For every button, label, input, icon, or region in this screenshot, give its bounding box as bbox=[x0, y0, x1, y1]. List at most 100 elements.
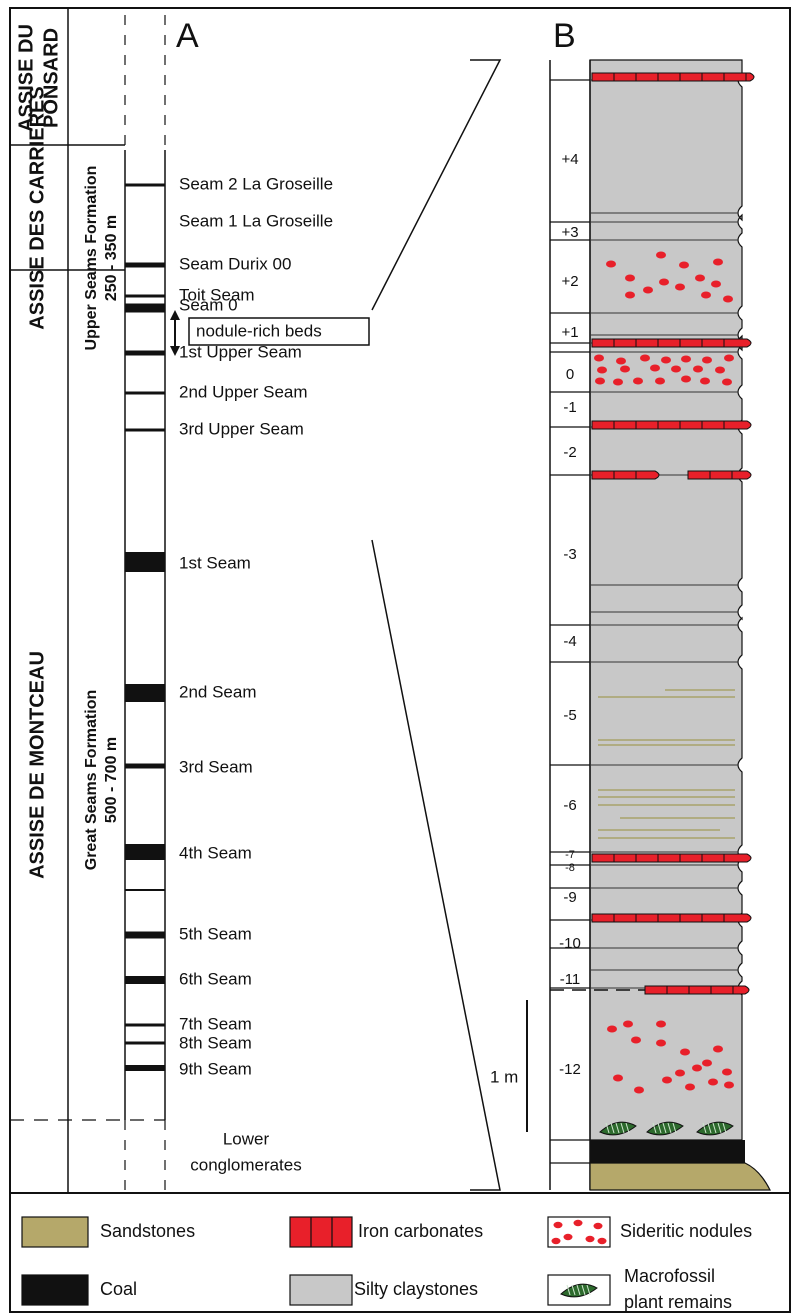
figure: A ASSISE DU PONSARD ASSISE DES CARRIERES… bbox=[0, 0, 796, 1316]
seam-label: 6th Seam bbox=[179, 969, 252, 988]
legend-label: Iron carbonates bbox=[358, 1221, 483, 1241]
bed-label: -10 bbox=[559, 935, 581, 952]
nodule bbox=[598, 1238, 607, 1244]
nodule bbox=[724, 1082, 734, 1089]
scale-label: 1 m bbox=[490, 1067, 518, 1086]
seam-label: 7th Seam bbox=[179, 1014, 252, 1033]
nodule bbox=[695, 275, 705, 282]
nodule bbox=[713, 1046, 723, 1053]
nodule bbox=[606, 261, 616, 268]
bed-label: -5 bbox=[563, 707, 576, 724]
assise-label: ASSISE DES CARRIERES bbox=[26, 86, 48, 329]
nodule bbox=[722, 379, 732, 386]
legend-swatch bbox=[22, 1275, 88, 1305]
nodule bbox=[702, 357, 712, 364]
seam-bar bbox=[125, 263, 165, 268]
iron-band bbox=[592, 73, 754, 81]
assise-label: ASSISE DE MONTCEAU bbox=[26, 651, 48, 879]
coal bbox=[590, 1140, 745, 1163]
section-column: +4+3+2+10-1-2-3-4-5-6-7-8-9-10-11-12 bbox=[550, 60, 770, 1190]
formation-name: Upper Seams Formation bbox=[83, 166, 100, 351]
nodule bbox=[711, 281, 721, 288]
legend-swatch bbox=[290, 1217, 352, 1247]
seam-bar bbox=[125, 304, 165, 313]
legend-label: plant remains bbox=[624, 1292, 732, 1312]
nodule bbox=[685, 1084, 695, 1091]
nodule bbox=[662, 1077, 672, 1084]
seam-bar bbox=[125, 764, 165, 769]
seam-label: 3rd Upper Seam bbox=[179, 419, 304, 438]
nodule bbox=[708, 1079, 718, 1086]
nodule bbox=[613, 379, 623, 386]
iron-band bbox=[592, 339, 751, 347]
nodule bbox=[680, 1049, 690, 1056]
nodule bbox=[634, 1087, 644, 1094]
nodule bbox=[671, 366, 681, 373]
nodule bbox=[675, 284, 685, 291]
bed-label: +1 bbox=[561, 324, 578, 341]
nodule bbox=[594, 355, 604, 362]
seam-label: Seam 1 La Groseille bbox=[179, 211, 333, 230]
nodule bbox=[715, 367, 725, 374]
nodule bbox=[656, 1040, 666, 1047]
bed-label: -9 bbox=[563, 889, 576, 906]
nodule bbox=[723, 296, 733, 303]
seam-bar bbox=[125, 552, 165, 572]
nodule bbox=[661, 357, 671, 364]
formation-thickness: 250 - 350 m bbox=[103, 215, 120, 301]
nodule bbox=[724, 355, 734, 362]
seam-bar bbox=[125, 684, 165, 702]
base-label: conglomerates bbox=[190, 1155, 302, 1174]
nodule bbox=[594, 1223, 603, 1229]
nodule bbox=[607, 1026, 617, 1033]
bed-label: +2 bbox=[561, 273, 578, 290]
legend-label: Sandstones bbox=[100, 1221, 195, 1241]
seam-label: 3rd Seam bbox=[179, 757, 253, 776]
nodule bbox=[620, 366, 630, 373]
bed-label: -8 bbox=[565, 862, 575, 874]
nodule bbox=[552, 1238, 561, 1244]
nodule bbox=[625, 292, 635, 299]
formation-thickness: 500 - 700 m bbox=[103, 737, 120, 823]
seam-bar bbox=[125, 295, 165, 298]
nodule bbox=[640, 355, 650, 362]
nodule bbox=[623, 1021, 633, 1028]
bed-label: -7 bbox=[565, 849, 575, 861]
bed-label: -4 bbox=[563, 633, 576, 650]
nodule bbox=[655, 378, 665, 385]
seam-bar bbox=[125, 1024, 165, 1027]
seam-label: 4th Seam bbox=[179, 843, 252, 862]
nodule bbox=[625, 275, 635, 282]
seam-bar bbox=[125, 351, 165, 356]
nodule bbox=[713, 259, 723, 266]
seam-bar bbox=[125, 429, 165, 432]
nodule bbox=[586, 1236, 595, 1242]
seam-label: 2nd Upper Seam bbox=[179, 382, 308, 401]
bed-label: 0 bbox=[566, 366, 574, 383]
iron-band bbox=[592, 914, 751, 922]
seam-bar bbox=[125, 184, 165, 187]
bed-label: -2 bbox=[563, 444, 576, 461]
legend-label: Sideritic nodules bbox=[620, 1221, 752, 1241]
nodule bbox=[679, 262, 689, 269]
legend-label: Macrofossil bbox=[624, 1266, 715, 1286]
seam-bar bbox=[125, 844, 165, 860]
legend-swatch bbox=[22, 1217, 88, 1247]
nodule bbox=[616, 358, 626, 365]
seam-label: Seam 2 La Groseille bbox=[179, 174, 333, 193]
seam-label: Seam Durix 00 bbox=[179, 254, 291, 273]
nodule bbox=[564, 1234, 573, 1240]
nodule bbox=[631, 1037, 641, 1044]
bed-label: +4 bbox=[561, 151, 578, 168]
nodule bbox=[574, 1220, 583, 1226]
formation-name: Great Seams Formation bbox=[83, 690, 100, 871]
bed-label: -1 bbox=[563, 399, 576, 416]
seam-bar bbox=[125, 1065, 165, 1071]
nodule bbox=[554, 1222, 563, 1228]
iron-band bbox=[592, 854, 751, 862]
nodule bbox=[692, 1065, 702, 1072]
seam-bar bbox=[125, 976, 165, 984]
seam-label: 5th Seam bbox=[179, 924, 252, 943]
nodule bbox=[659, 279, 669, 286]
bed-label: -11 bbox=[560, 971, 581, 988]
